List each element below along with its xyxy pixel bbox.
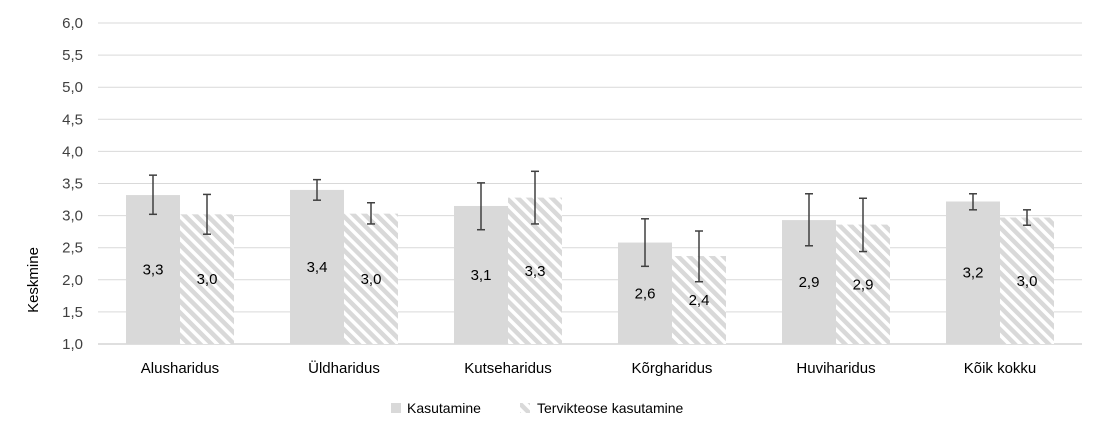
data-label: 2,6: [635, 285, 656, 302]
y-tick-label: 4,0: [62, 143, 83, 160]
y-axis-title: Keskmine: [25, 247, 42, 313]
category-label: Huviharidus: [796, 360, 875, 377]
category-label: Kõik kokku: [964, 360, 1037, 377]
legend: Kasutamine Tervikteose kasutamine: [391, 400, 684, 416]
data-label: 3,1: [471, 267, 492, 284]
data-label: 3,4: [307, 259, 328, 276]
data-label: 2,4: [689, 292, 710, 309]
gridlines: [98, 22, 1082, 345]
bar-kasutamine: [126, 195, 180, 344]
bar-kasutamine: [946, 201, 1000, 344]
y-tick-label: 1,0: [62, 336, 83, 353]
legend-label-tervikteose: Tervikteose kasutamine: [537, 400, 684, 416]
y-tick-label: 6,0: [62, 15, 83, 32]
bar-kasutamine: [290, 189, 344, 344]
category-labels: Alusharidus Üldharidus Kutseharidus Kõrghar…: [141, 359, 1036, 377]
data-label: 3,2: [963, 265, 984, 282]
data-label: 3,0: [1017, 273, 1038, 290]
y-tick-label: 5,5: [62, 47, 83, 64]
bar-tervikteose: [344, 213, 398, 344]
legend-label-kasutamine: Kasutamine: [407, 400, 481, 416]
bars: [126, 189, 1054, 344]
bar-tervikteose: [180, 214, 234, 344]
y-tick-label: 2,5: [62, 240, 83, 257]
error-bars: [149, 170, 1031, 283]
data-label: 2,9: [853, 276, 874, 293]
category-label: Alusharidus: [141, 360, 219, 377]
y-tick-label: 3,0: [62, 208, 83, 225]
y-axis-ticks: 1,0 1,5 2,0 2,5 3,0 3,5 4,0 4,5 5,0 5,5 6,0: [62, 15, 83, 353]
y-tick-label: 5,0: [62, 79, 83, 96]
y-tick-label: 2,0: [62, 272, 83, 289]
legend-swatch-tervikteose: [520, 403, 530, 413]
y-tick-label: 4,5: [62, 111, 83, 128]
category-label: Üldharidus: [308, 359, 380, 377]
data-label: 3,3: [525, 263, 546, 280]
data-label: 3,0: [361, 271, 382, 288]
data-label: 3,0: [197, 271, 218, 288]
data-labels: 3,3 3,0 3,4 3,0 3,1 3,3 2,6 2,4 2,9 2,9 3,2 3,0: [143, 259, 1038, 309]
legend-swatch-kasutamine: [391, 403, 401, 413]
category-label: Kutseharidus: [464, 360, 552, 377]
data-label: 3,3: [143, 262, 164, 279]
category-label: Kõrgharidus: [632, 360, 713, 377]
y-tick-label: 1,5: [62, 304, 83, 321]
bar-tervikteose: [1000, 217, 1054, 344]
data-label: 2,9: [799, 274, 820, 291]
y-tick-label: 3,5: [62, 176, 83, 193]
